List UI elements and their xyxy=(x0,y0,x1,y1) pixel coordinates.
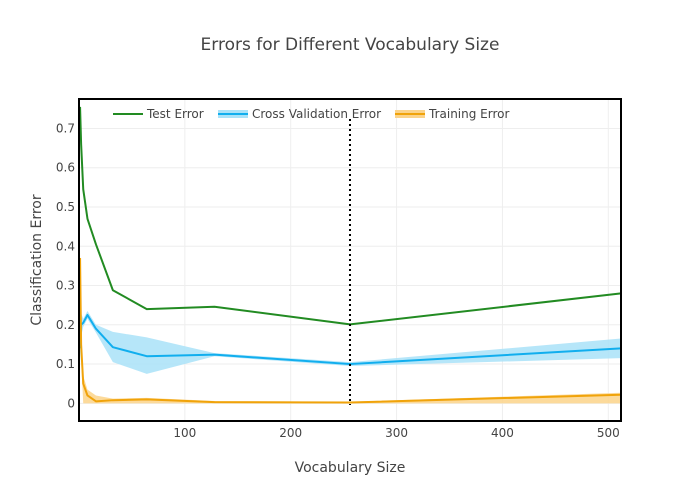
y-tick-label: 0 xyxy=(67,396,75,410)
x-tick-label: 500 xyxy=(597,426,620,440)
legend-item-training-error[interactable]: Training Error xyxy=(395,107,509,121)
y-tick-label: 0.6 xyxy=(56,161,75,175)
y-tick-label: 0.4 xyxy=(56,239,75,253)
y-tick-label: 0.3 xyxy=(56,279,75,293)
legend-label: Cross Validation Error xyxy=(252,107,381,121)
x-tick-label: 200 xyxy=(279,426,302,440)
series-line-test-error[interactable] xyxy=(79,106,622,326)
series-line-cross-validation-error[interactable] xyxy=(79,313,622,366)
x-tick-labels: 100 200 300 400 500 xyxy=(173,426,619,440)
x-tick-label: 300 xyxy=(385,426,408,440)
x-tick-label: 400 xyxy=(491,426,514,440)
y-tick-label: 0.5 xyxy=(56,200,75,214)
y-axis-title: Classification Error xyxy=(29,194,45,325)
legend[interactable]: Test Error Cross Validation Error Training… xyxy=(113,107,509,121)
plot-area-frame xyxy=(78,98,622,422)
chart-title: Errors for Different Vocabulary Size xyxy=(201,35,500,55)
y-tick-label: 0.2 xyxy=(56,318,75,332)
legend-label: Test Error xyxy=(146,107,204,121)
confidence-band-cross-validation-error xyxy=(80,311,621,374)
series-line-training-error[interactable] xyxy=(79,258,622,404)
y-tick-label: 0.1 xyxy=(56,357,75,371)
x-axis-title: Vocabulary Size xyxy=(295,460,406,476)
legend-item-test-error[interactable]: Test Error xyxy=(113,107,204,121)
series-lines xyxy=(79,106,622,404)
legend-label: Training Error xyxy=(428,107,509,121)
x-tick-label: 100 xyxy=(173,426,196,440)
legend-item-cross-validation-error[interactable]: Cross Validation Error xyxy=(218,107,381,121)
y-tick-label: 0.7 xyxy=(56,121,75,135)
confidence-bands xyxy=(80,250,621,404)
y-tick-labels: 0 0.1 0.2 0.3 0.4 0.5 0.6 0.7 xyxy=(56,121,75,410)
